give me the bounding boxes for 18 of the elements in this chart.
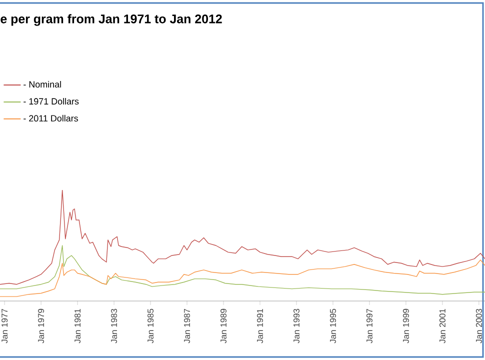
x-tick-label: Jan 1977: [2, 308, 8, 344]
x-tick-label: Jan 1981: [74, 308, 81, 344]
x-tick-label: Jan 1989: [220, 308, 226, 344]
x-tick-label: Jan 1985: [148, 308, 154, 344]
x-tick-label: Jan 2003: [476, 308, 482, 344]
legend-label: - 2011 Dollars: [24, 114, 78, 122]
x-tick-label: Jan 1987: [184, 308, 190, 344]
x-tick-label: Jan 1997: [366, 308, 372, 344]
x-tick-label: Jan 1991: [257, 308, 263, 344]
x-tick-label: Jan 2001: [439, 308, 446, 344]
x-tick-label: Jan 1995: [330, 308, 336, 344]
legend-label: - Nominal: [24, 80, 61, 88]
legend-label: - 1971 Dollars: [24, 98, 79, 105]
x-tick-label: Jan 1999: [402, 308, 409, 344]
x-tick-label: Jan 1993: [293, 308, 300, 344]
chart-title: e per gram from Jan 1971 to Jan 2012: [0, 14, 222, 26]
x-tick-label: Jan 1979: [38, 308, 44, 344]
x-tick-label: Jan 1983: [111, 308, 118, 344]
